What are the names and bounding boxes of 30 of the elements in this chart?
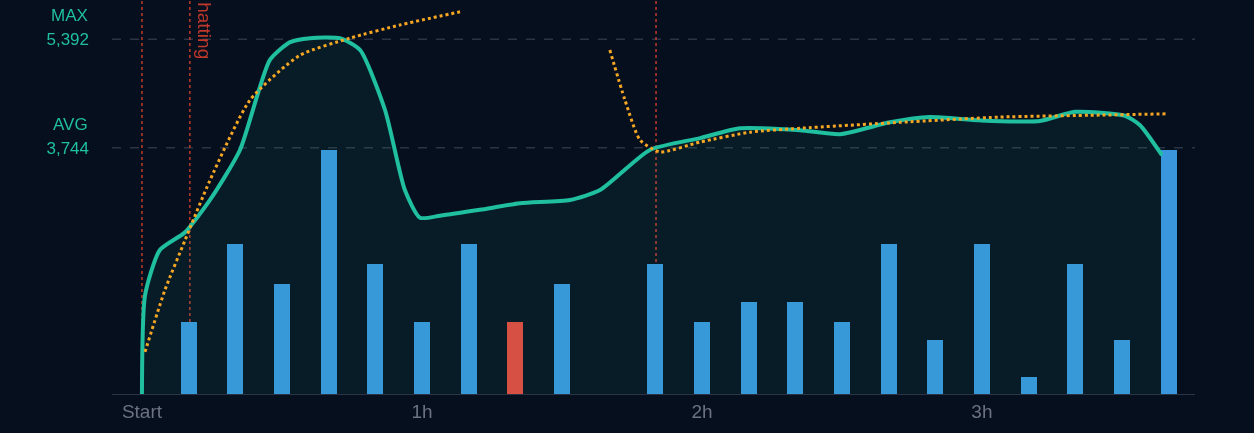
bar — [461, 244, 477, 394]
bar — [1021, 377, 1037, 394]
ref-line-label: MAX — [51, 6, 88, 25]
x-tick-label: 1h — [411, 400, 433, 422]
bar — [181, 322, 197, 394]
bar — [974, 244, 990, 394]
bar — [1161, 150, 1177, 394]
bar — [787, 302, 803, 394]
bar — [1067, 264, 1083, 394]
ref-line-label: hatting — [193, 2, 215, 60]
bar — [881, 244, 897, 394]
bar — [414, 322, 430, 394]
bar — [321, 150, 337, 394]
bar — [227, 244, 243, 394]
x-tick-label: 3h — [971, 400, 993, 422]
bar — [367, 264, 383, 394]
bar — [274, 284, 290, 394]
ref-line-label: AVG — [53, 115, 88, 134]
x-tick-label: 2h — [691, 400, 713, 422]
bar — [1114, 340, 1130, 394]
y-tick-label: 3,744 — [46, 138, 89, 158]
bar — [834, 322, 850, 394]
x-tick-label: Start — [121, 400, 163, 422]
bar — [741, 302, 757, 394]
bar — [647, 264, 663, 394]
bar — [507, 322, 523, 394]
bar — [554, 284, 570, 394]
y-tick-label: 5,392 — [46, 30, 89, 50]
bar — [694, 322, 710, 394]
bar — [927, 340, 943, 394]
